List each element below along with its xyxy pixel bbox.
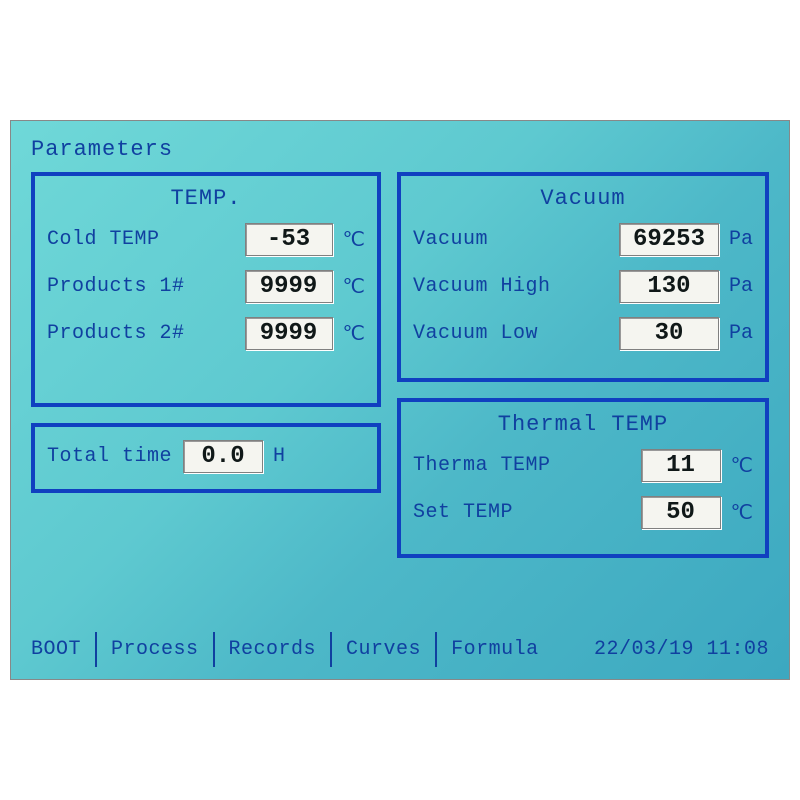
products1-unit: ℃ <box>343 274 365 300</box>
vacuum-row: Vacuum 69253 Pa <box>413 223 753 256</box>
panels-container: TEMP. Cold TEMP -53 ℃ Products 1# 9999 ℃… <box>31 172 769 592</box>
vacuum-high-label: Vacuum High <box>413 275 553 298</box>
cold-temp-label: Cold TEMP <box>47 228 192 251</box>
cold-temp-unit: ℃ <box>343 227 365 253</box>
left-column: TEMP. Cold TEMP -53 ℃ Products 1# 9999 ℃… <box>31 172 381 592</box>
vacuum-low-unit: Pa <box>729 322 753 345</box>
cold-temp-row: Cold TEMP -53 ℃ <box>47 223 365 256</box>
process-button[interactable]: Process <box>95 632 213 667</box>
therma-temp-label: Therma TEMP <box>413 454 553 477</box>
timestamp: 22/03/19 11:08 <box>594 638 769 661</box>
total-time-row: Total time 0.0 H <box>47 440 365 473</box>
vacuum-value[interactable]: 69253 <box>619 223 719 256</box>
products2-label: Products 2# <box>47 322 192 345</box>
products1-value[interactable]: 9999 <box>245 270 333 303</box>
vacuum-panel-title: Vacuum <box>413 186 753 211</box>
vacuum-low-value[interactable]: 30 <box>619 317 719 350</box>
vacuum-high-row: Vacuum High 130 Pa <box>413 270 753 303</box>
total-time-label: Total time <box>47 445 177 468</box>
hmi-screen: Parameters TEMP. Cold TEMP -53 ℃ Product… <box>10 120 790 680</box>
products1-row: Products 1# 9999 ℃ <box>47 270 365 303</box>
products1-label: Products 1# <box>47 275 192 298</box>
vacuum-low-row: Vacuum Low 30 Pa <box>413 317 753 350</box>
set-temp-label: Set TEMP <box>413 501 553 524</box>
bottom-nav-bar: BOOT Process Records Curves Formula 22/0… <box>31 632 769 667</box>
therma-temp-value[interactable]: 11 <box>641 449 721 482</box>
therma-temp-unit: ℃ <box>731 453 753 479</box>
right-column: Vacuum Vacuum 69253 Pa Vacuum High 130 P… <box>397 172 769 592</box>
temp-panel: TEMP. Cold TEMP -53 ℃ Products 1# 9999 ℃… <box>31 172 381 407</box>
vacuum-low-label: Vacuum Low <box>413 322 553 345</box>
page-title: Parameters <box>31 137 769 162</box>
vacuum-unit: Pa <box>729 228 753 251</box>
vacuum-panel: Vacuum Vacuum 69253 Pa Vacuum High 130 P… <box>397 172 769 382</box>
therma-temp-row: Therma TEMP 11 ℃ <box>413 449 753 482</box>
vacuum-high-unit: Pa <box>729 275 753 298</box>
total-time-unit: H <box>273 445 285 468</box>
thermal-panel: Thermal TEMP Therma TEMP 11 ℃ Set TEMP 5… <box>397 398 769 558</box>
cold-temp-value[interactable]: -53 <box>245 223 333 256</box>
products2-unit: ℃ <box>343 321 365 347</box>
thermal-panel-title: Thermal TEMP <box>413 412 753 437</box>
products2-value[interactable]: 9999 <box>245 317 333 350</box>
products2-row: Products 2# 9999 ℃ <box>47 317 365 350</box>
formula-button[interactable]: Formula <box>435 632 553 667</box>
curves-button[interactable]: Curves <box>330 632 435 667</box>
set-temp-row: Set TEMP 50 ℃ <box>413 496 753 529</box>
temp-panel-title: TEMP. <box>47 186 365 211</box>
vacuum-label: Vacuum <box>413 228 553 251</box>
set-temp-unit: ℃ <box>731 500 753 526</box>
total-time-value[interactable]: 0.0 <box>183 440 263 473</box>
total-time-panel: Total time 0.0 H <box>31 423 381 493</box>
vacuum-high-value[interactable]: 130 <box>619 270 719 303</box>
boot-button[interactable]: BOOT <box>31 632 95 667</box>
set-temp-value[interactable]: 50 <box>641 496 721 529</box>
records-button[interactable]: Records <box>213 632 331 667</box>
